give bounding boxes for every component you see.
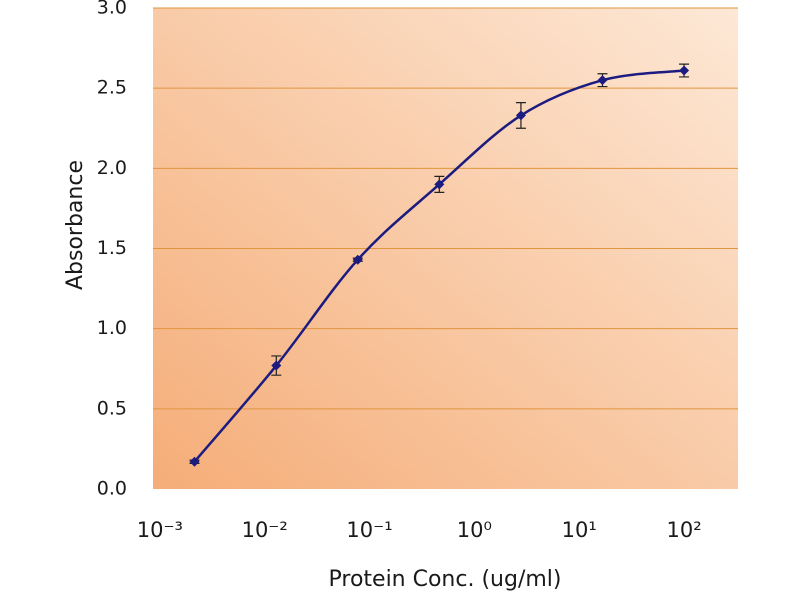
y-tick-label: 0.0 xyxy=(97,478,127,500)
x-tick-label: 10⁻² xyxy=(242,518,288,542)
marker xyxy=(352,254,363,265)
x-tick-label: 10⁻¹ xyxy=(346,518,392,542)
y-tick-label: 0.5 xyxy=(97,397,127,419)
marker xyxy=(515,110,526,121)
marker xyxy=(189,456,200,467)
y-tick-label: 2.5 xyxy=(97,77,127,99)
x-tick-label: 10¹ xyxy=(562,518,597,542)
y-tick-label: 1.0 xyxy=(97,317,127,339)
marker xyxy=(597,75,608,86)
x-tick-label: 10² xyxy=(666,518,701,542)
marker xyxy=(434,179,445,190)
x-axis-title: Protein Conc. (ug/ml) xyxy=(329,567,562,592)
x-tick-label: 10⁻³ xyxy=(137,518,183,542)
y-axis-title: Absorbance xyxy=(63,160,88,290)
x-tick-label: 10⁰ xyxy=(457,518,492,542)
marker xyxy=(271,360,282,371)
marker xyxy=(679,65,690,76)
y-tick-label: 2.0 xyxy=(97,157,127,179)
y-tick-label: 3.0 xyxy=(97,0,127,19)
y-tick-label: 1.5 xyxy=(97,237,127,259)
